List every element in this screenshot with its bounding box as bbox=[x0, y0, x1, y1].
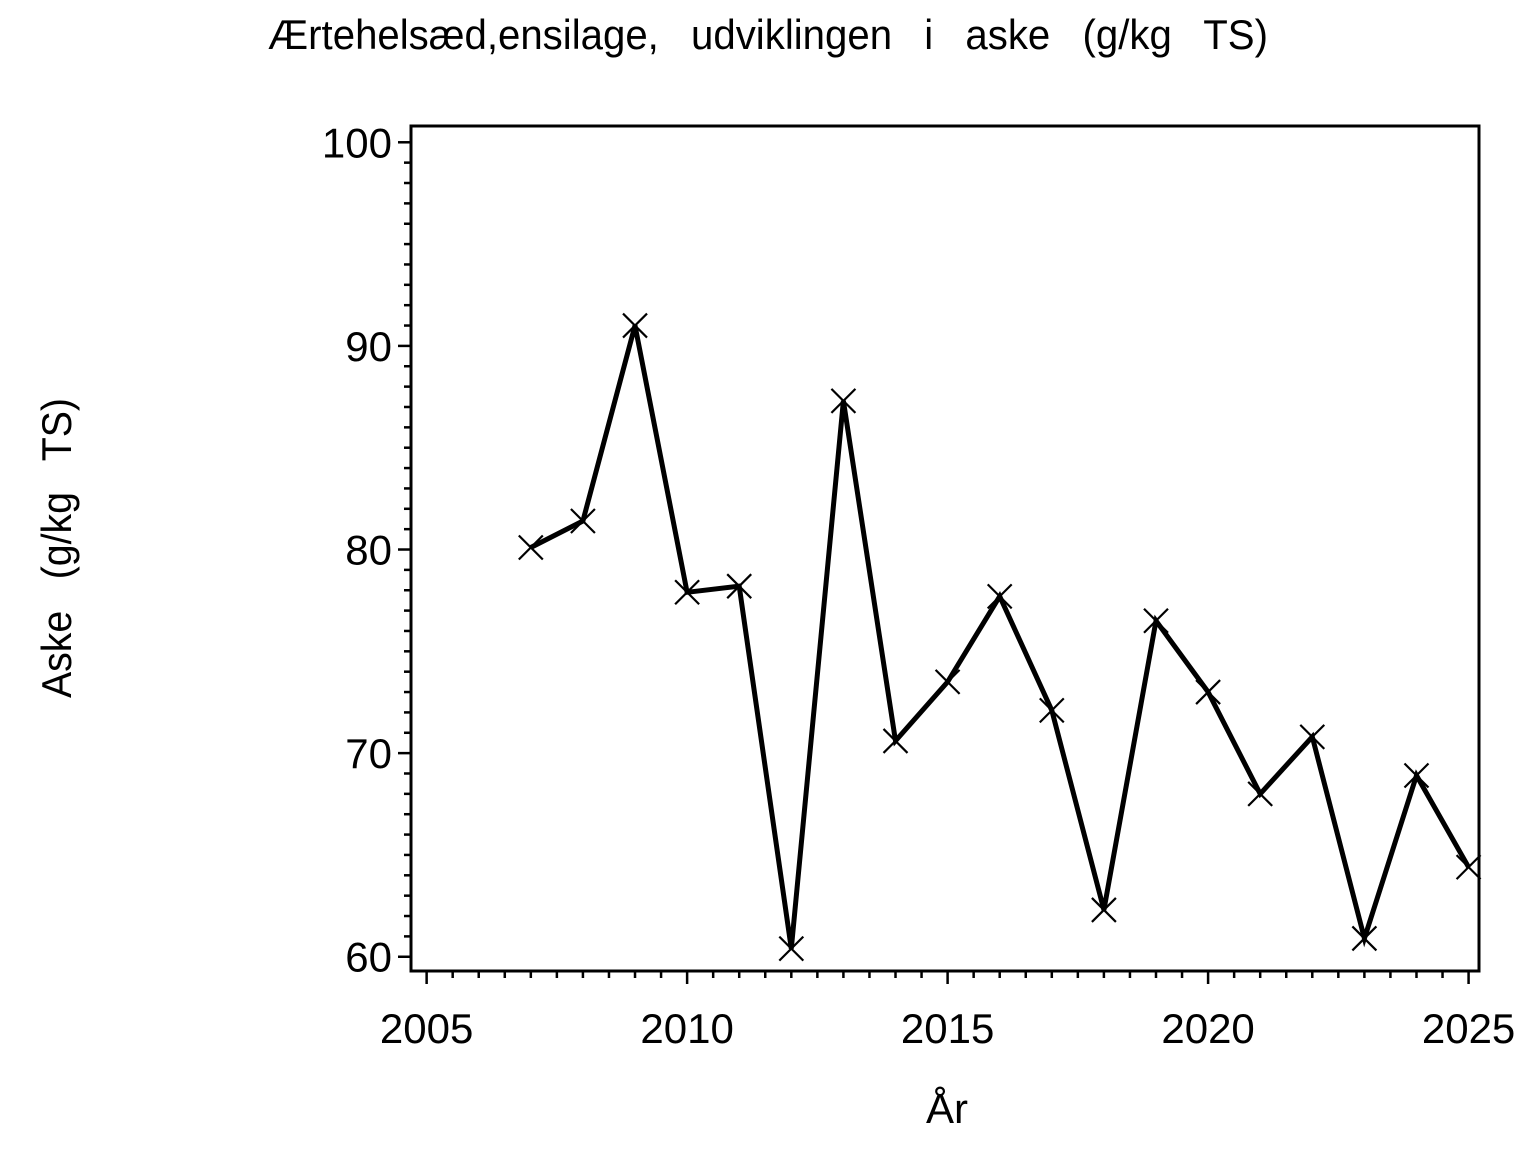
data-point-marker bbox=[1247, 781, 1273, 807]
data-point-marker bbox=[1455, 854, 1482, 880]
data-point-marker bbox=[778, 935, 805, 962]
data-point-marker bbox=[1091, 897, 1117, 923]
plot-frame bbox=[409, 124, 1481, 973]
y-tick-label: 60 bbox=[345, 934, 392, 981]
data-point-marker bbox=[1403, 762, 1430, 789]
data-point-marker bbox=[674, 579, 700, 606]
x-axis-tick-labels: 2005 2010 2015 2020 2025 bbox=[380, 1005, 1515, 1052]
data-point-marker bbox=[570, 508, 596, 534]
marker-stroke bbox=[1247, 781, 1273, 807]
x-tick-label: 2005 bbox=[380, 1005, 473, 1052]
data-series-markers bbox=[518, 312, 1482, 962]
marker-stroke bbox=[518, 534, 544, 561]
marker-stroke bbox=[1039, 697, 1065, 724]
y-tick-label: 100 bbox=[322, 119, 392, 166]
marker-stroke bbox=[1351, 925, 1378, 952]
data-point-marker bbox=[1195, 679, 1221, 705]
marker-stroke bbox=[1455, 854, 1482, 880]
data-point-marker bbox=[830, 388, 857, 414]
x-axis-ticks bbox=[425, 971, 1470, 984]
marker-stroke bbox=[778, 935, 805, 962]
data-point-marker bbox=[1039, 697, 1065, 724]
marker-stroke bbox=[1143, 608, 1169, 634]
x-tick-label: 2020 bbox=[1161, 1005, 1254, 1052]
data-series-line bbox=[529, 324, 1471, 949]
marker-stroke bbox=[622, 312, 648, 339]
data-point-marker bbox=[622, 312, 648, 339]
marker-stroke bbox=[570, 508, 596, 534]
y-tick-label: 70 bbox=[345, 730, 392, 777]
data-point-marker bbox=[726, 573, 752, 599]
x-tick-label: 2025 bbox=[1422, 1005, 1515, 1052]
y-tick-label: 80 bbox=[345, 527, 392, 574]
marker-stroke bbox=[830, 388, 857, 414]
x-axis-title: År bbox=[926, 1085, 968, 1132]
data-point-marker bbox=[986, 583, 1013, 610]
y-axis-ticks bbox=[398, 141, 411, 958]
x-tick-label: 2010 bbox=[640, 1005, 733, 1052]
marker-stroke bbox=[1299, 724, 1326, 750]
marker-stroke bbox=[1403, 762, 1430, 789]
x-tick-label: 2015 bbox=[901, 1005, 994, 1052]
data-point-marker bbox=[934, 669, 961, 695]
marker-stroke bbox=[1091, 897, 1117, 923]
data-point-marker bbox=[1299, 724, 1326, 750]
y-tick-label: 90 bbox=[345, 323, 392, 370]
y-axis-title: Aske (g/kg TS) bbox=[33, 398, 80, 698]
marker-stroke bbox=[882, 728, 909, 754]
marker-stroke bbox=[1195, 679, 1221, 705]
data-point-marker bbox=[1351, 925, 1378, 952]
marker-stroke bbox=[674, 579, 700, 606]
data-point-marker bbox=[882, 728, 909, 754]
data-point-marker bbox=[518, 534, 544, 561]
marker-stroke bbox=[986, 583, 1013, 610]
marker-stroke bbox=[934, 669, 961, 695]
data-point-marker bbox=[1143, 608, 1169, 634]
chart-title: Ærtehelsæd,ensilage, udviklingen i aske … bbox=[268, 11, 1268, 58]
marker-stroke bbox=[726, 573, 752, 599]
y-axis-tick-labels: 60 70 80 90 100 bbox=[322, 119, 392, 980]
